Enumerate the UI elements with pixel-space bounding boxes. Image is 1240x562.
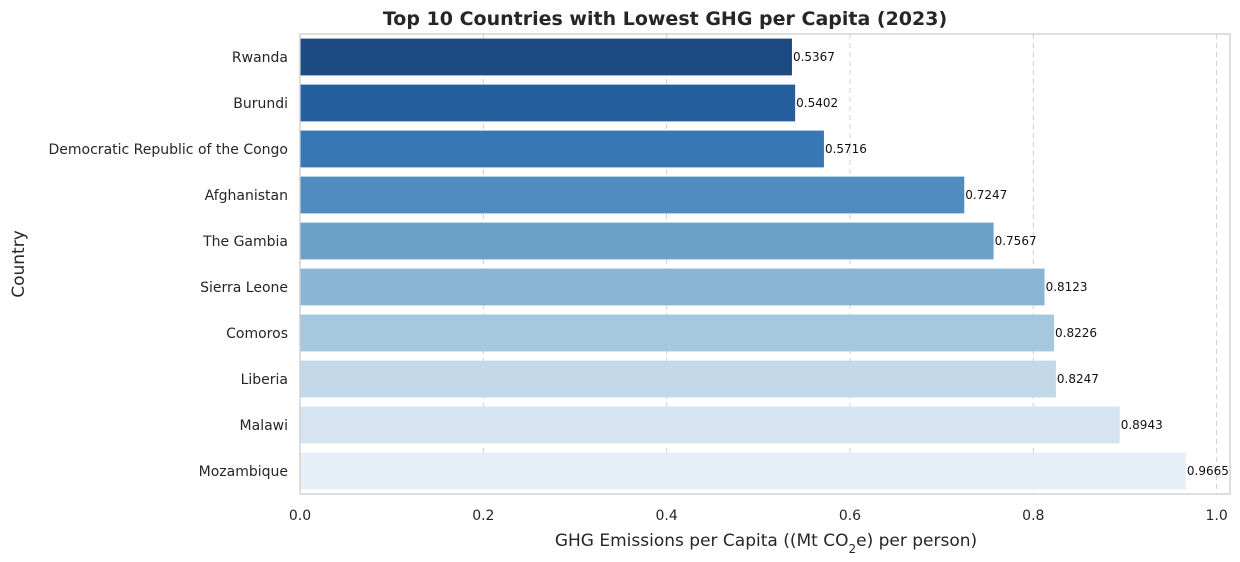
plot-frame	[299, 33, 1231, 495]
x-tick-label: 0.6	[839, 508, 861, 524]
x-axis-label: GHG Emissions per Capita ((Mt CO2e) per …	[555, 531, 977, 556]
bar	[300, 38, 792, 76]
data-label: 0.9665	[1187, 464, 1229, 478]
bar	[300, 406, 1120, 444]
x-tick-label: 0.0	[289, 508, 311, 524]
x-tick-label: 0.8	[1022, 508, 1044, 524]
data-label: 0.7247	[965, 188, 1007, 202]
x-tick-label: 0.4	[656, 508, 678, 524]
x-tick-label: 0.2	[472, 508, 494, 524]
chart-title: Top 10 Countries with Lowest GHG per Cap…	[383, 8, 947, 30]
y-tick-labels: Rwanda Burundi Democratic Republic of the …	[49, 50, 288, 480]
bar	[300, 268, 1045, 306]
data-label: 0.8123	[1046, 280, 1088, 294]
y-tick-label: Liberia	[241, 372, 288, 388]
data-label: 0.5367	[793, 50, 835, 64]
y-axis-label: Country	[9, 230, 29, 298]
y-tick-label: Malawi	[240, 418, 288, 434]
y-tick-label: The Gambia	[202, 234, 288, 250]
data-label: 0.5716	[825, 142, 867, 156]
bar	[300, 84, 796, 122]
y-tick-label: Democratic Republic of the Congo	[49, 142, 288, 158]
bar	[300, 360, 1056, 398]
data-label: 0.8943	[1121, 418, 1163, 432]
y-tick-label: Comoros	[226, 326, 288, 342]
bar	[300, 452, 1186, 490]
data-label: 0.5402	[796, 96, 838, 110]
data-label: 0.7567	[995, 234, 1037, 248]
x-tick-labels: 0.0 0.2 0.4 0.6 0.8 1.0	[289, 508, 1228, 524]
bar	[300, 176, 965, 214]
y-tick-label: Sierra Leone	[200, 280, 288, 296]
y-tick-label: Mozambique	[199, 464, 288, 480]
bar	[300, 314, 1055, 352]
data-label: 0.8226	[1055, 326, 1097, 340]
bars	[300, 38, 1186, 490]
data-label: 0.8247	[1057, 372, 1099, 386]
y-tick-label: Rwanda	[232, 50, 288, 66]
y-tick-label: Afghanistan	[205, 188, 288, 204]
data-labels: 0.5367 0.5402 0.5716 0.7247 0.7567 0.8123 0.82…	[793, 50, 1229, 478]
x-tick-label: 1.0	[1205, 508, 1227, 524]
bar	[300, 222, 994, 260]
bar	[300, 130, 824, 168]
y-tick-label: Burundi	[233, 96, 288, 112]
